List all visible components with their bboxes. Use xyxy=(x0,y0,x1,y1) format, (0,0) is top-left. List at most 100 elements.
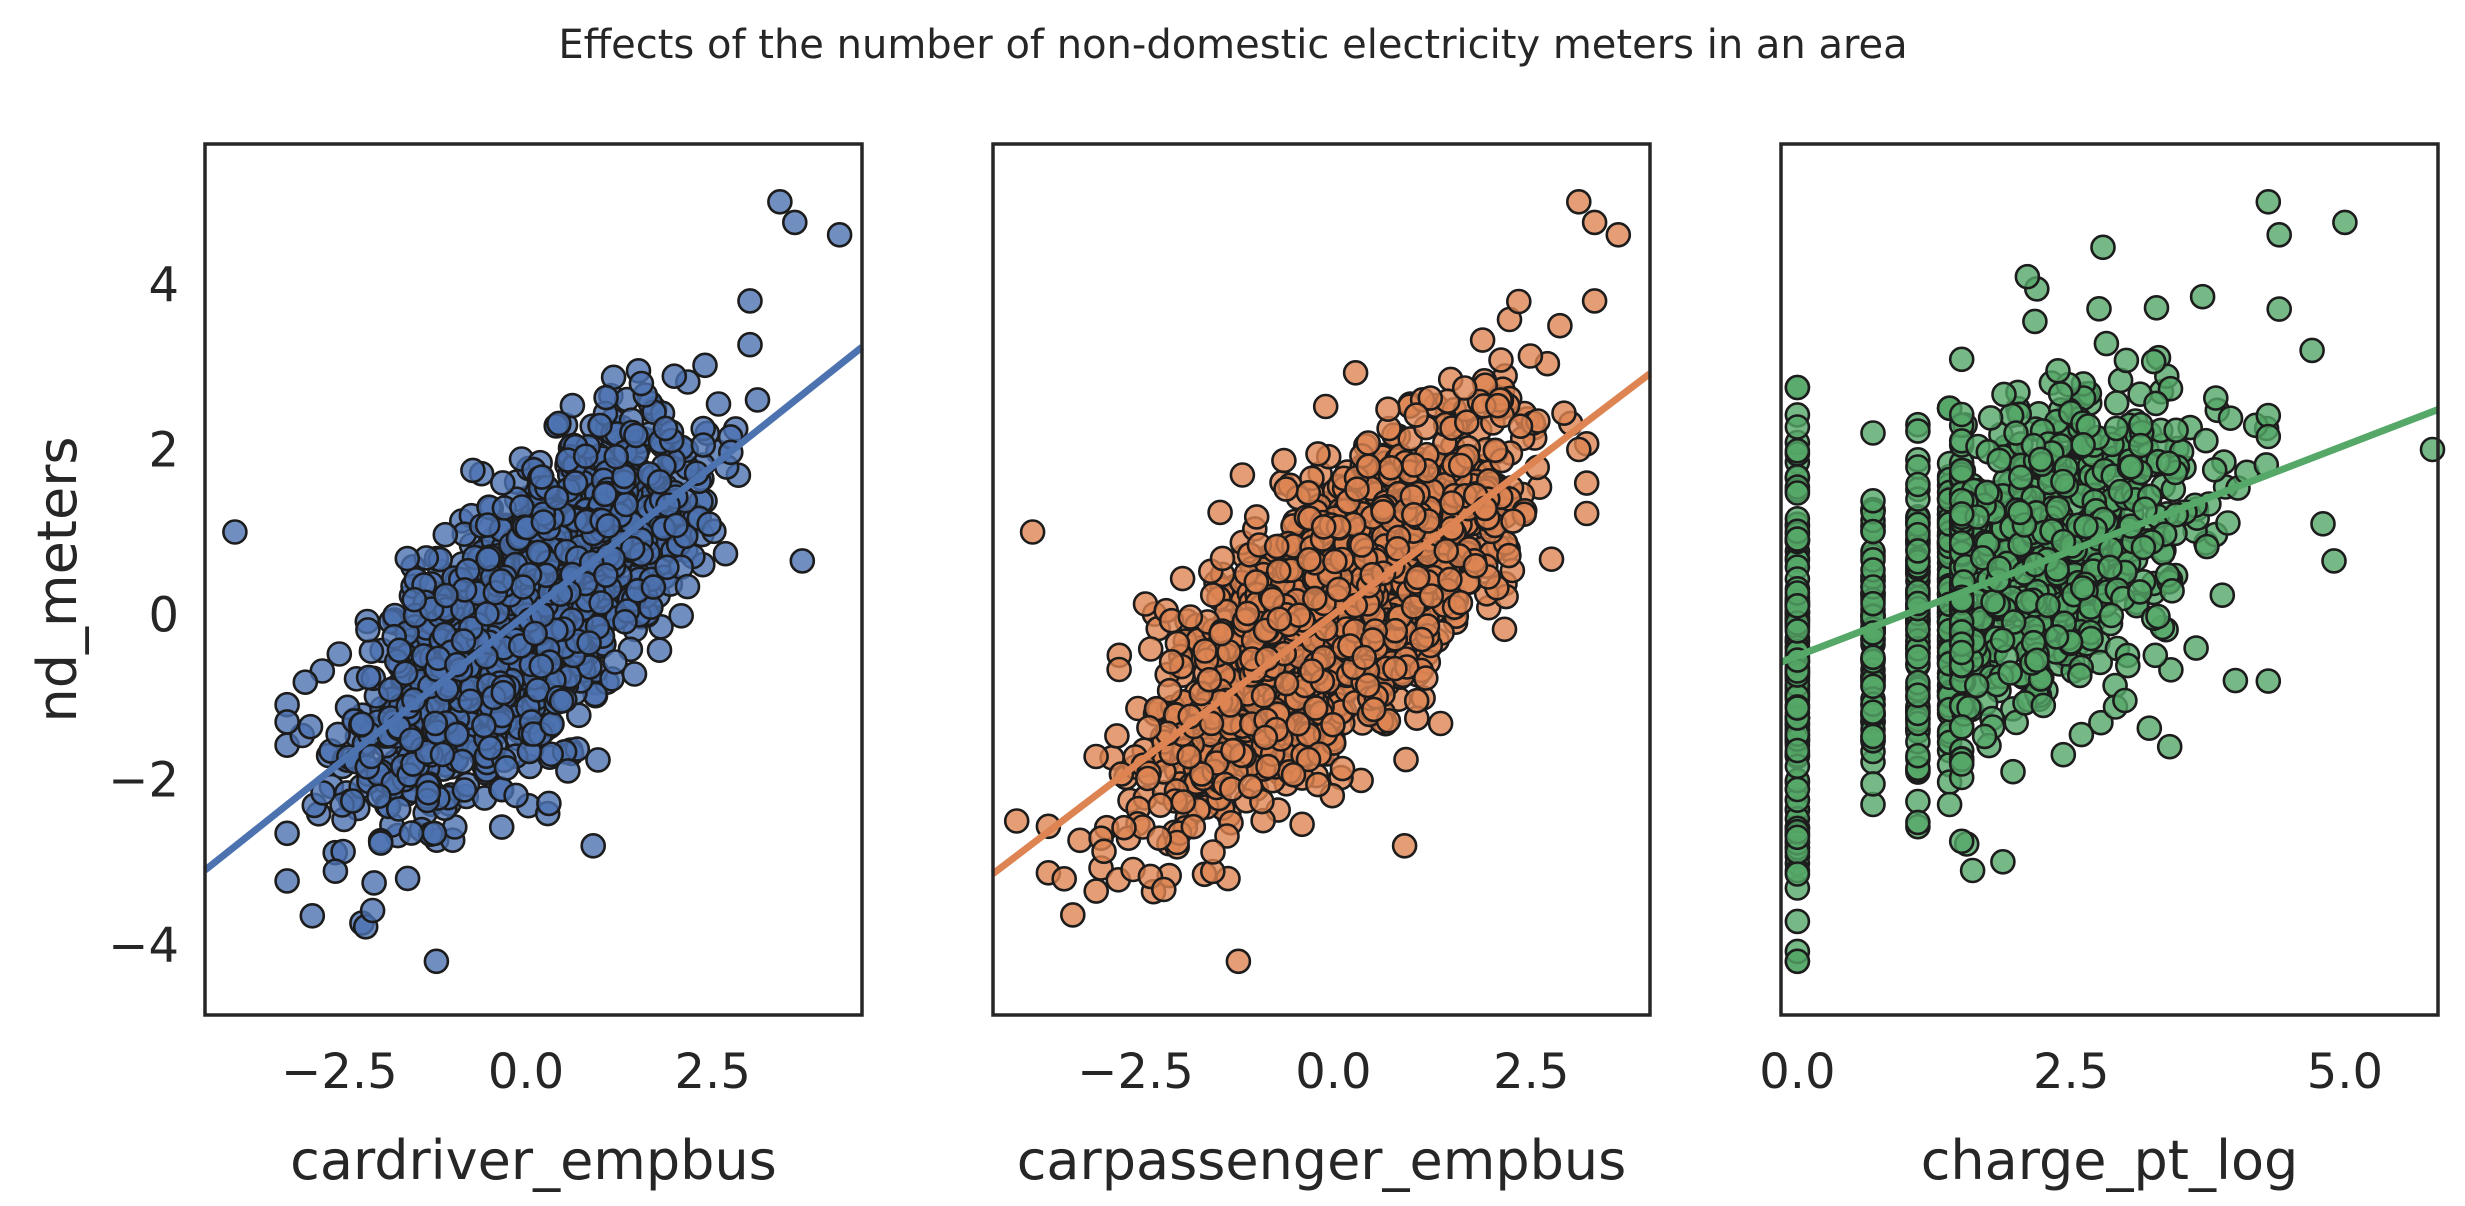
x-tick-label: 0.0 xyxy=(1759,1044,1835,1100)
scatter-point xyxy=(1169,565,1196,592)
scatter-point xyxy=(1370,498,1396,525)
scatter-point xyxy=(2127,579,2153,605)
scatter-point xyxy=(1207,499,1233,526)
scatter-point xyxy=(2027,446,2054,473)
scatter-point xyxy=(548,688,575,714)
scatter-point xyxy=(1408,626,1435,653)
scatter-point xyxy=(359,897,386,924)
scatter-point xyxy=(1439,490,1465,516)
scatter-point xyxy=(1977,405,2004,431)
scatter-point xyxy=(1401,501,1427,528)
scatter-point xyxy=(536,790,562,817)
scatter-point xyxy=(1991,381,2017,408)
scatter-point xyxy=(2222,667,2249,694)
scatter-point xyxy=(1784,480,1811,506)
scatter-point xyxy=(576,630,602,656)
scatter-point xyxy=(2332,209,2358,236)
scatter-point xyxy=(394,865,421,892)
scatter-point xyxy=(2321,548,2347,574)
scatter-point xyxy=(1220,737,1246,764)
scatter-point xyxy=(2014,263,2041,290)
x-tick-label: 0.0 xyxy=(1295,1044,1371,1100)
scatter-point xyxy=(2045,495,2071,522)
scatter-point xyxy=(2203,385,2229,411)
scatter-point xyxy=(1860,487,1886,514)
scatter-point xyxy=(826,222,853,248)
scatter-point xyxy=(1454,409,1480,436)
scatter-point xyxy=(592,481,618,508)
scatter-point xyxy=(1485,392,1511,419)
scatter-point xyxy=(2112,687,2138,714)
scatter-point xyxy=(2215,510,2241,536)
scatter-point xyxy=(1209,545,1236,572)
scatter-point xyxy=(528,653,555,680)
scatter-point xyxy=(539,711,565,737)
regression-line xyxy=(202,344,865,873)
x-tick-label: 0.0 xyxy=(488,1044,564,1100)
scatter-point xyxy=(2107,478,2134,505)
scatter-point xyxy=(1784,374,1811,401)
subplot-carpassenger: −2.5 0.0 2.5 carpassenger_empbus xyxy=(990,142,1653,1192)
scatter-point xyxy=(1948,401,1975,428)
y-tick-label: −2 xyxy=(108,753,179,809)
scatter-point xyxy=(1137,636,1164,662)
scatter-point xyxy=(2093,330,2120,357)
scatter-point xyxy=(1170,789,1197,815)
scatter-point xyxy=(1177,604,1204,630)
scatter-point xyxy=(1199,582,1226,608)
scatter-point xyxy=(349,711,375,737)
scatter-point xyxy=(705,391,732,417)
scatter-point xyxy=(450,628,477,654)
scatter-point xyxy=(595,513,622,539)
scatter-point xyxy=(1860,644,1886,671)
scatter-point xyxy=(1354,672,1381,699)
scatter-point xyxy=(1905,471,1931,498)
scatter-point xyxy=(1106,656,1132,683)
scatter-point xyxy=(1538,546,1565,573)
scatter-point xyxy=(1312,393,1339,420)
scatter-point xyxy=(1905,788,1931,815)
scatter-point xyxy=(1136,714,1162,741)
scatter-point xyxy=(1289,811,1315,838)
scatter-point xyxy=(1091,838,1117,865)
scatter-point xyxy=(1566,189,1592,215)
scatter-point xyxy=(1784,618,1811,644)
scatter-point xyxy=(2103,390,2130,416)
scatter-point xyxy=(1393,746,1419,773)
scatter-point xyxy=(2115,652,2141,679)
scatter-point xyxy=(2069,575,2096,601)
scatter-point xyxy=(1192,638,1218,664)
scatter-point xyxy=(1905,742,1931,769)
scatter-point xyxy=(1566,436,1592,463)
scatter-point xyxy=(475,546,501,572)
scatter-point xyxy=(1488,347,1514,373)
scatter-point xyxy=(1285,710,1311,737)
x-ticks: −2.5 0.0 2.5 xyxy=(1077,1044,1569,1100)
scatter-point xyxy=(1176,743,1202,770)
scatter-point xyxy=(339,788,366,814)
scatter-point xyxy=(623,422,649,449)
scatter-point xyxy=(2299,337,2325,364)
scatter-point xyxy=(1784,592,1811,619)
scatter-point xyxy=(2255,189,2282,215)
scatter-point xyxy=(612,608,638,635)
scatter-point xyxy=(1147,792,1174,819)
scatter-point xyxy=(1255,753,1281,780)
scatter-point xyxy=(493,755,520,781)
scatter-point xyxy=(1447,452,1474,479)
scatter-point xyxy=(2143,390,2169,417)
scatter-point xyxy=(1003,808,1030,834)
scatter-point xyxy=(2194,533,2220,560)
scatter-point xyxy=(392,660,419,687)
scatter-point xyxy=(654,554,680,581)
scatter-point xyxy=(1605,222,1632,248)
scatter-point xyxy=(522,620,548,647)
scatter-point xyxy=(488,814,515,840)
scatter-point xyxy=(1948,751,1975,777)
scatter-point xyxy=(2255,668,2282,694)
scatter-point xyxy=(2050,741,2077,768)
scatter-point xyxy=(661,363,688,390)
scatter-point xyxy=(451,777,478,803)
figure-suptitle: Effects of the number of non-domestic el… xyxy=(558,22,1907,68)
scatter-point xyxy=(1355,430,1381,456)
